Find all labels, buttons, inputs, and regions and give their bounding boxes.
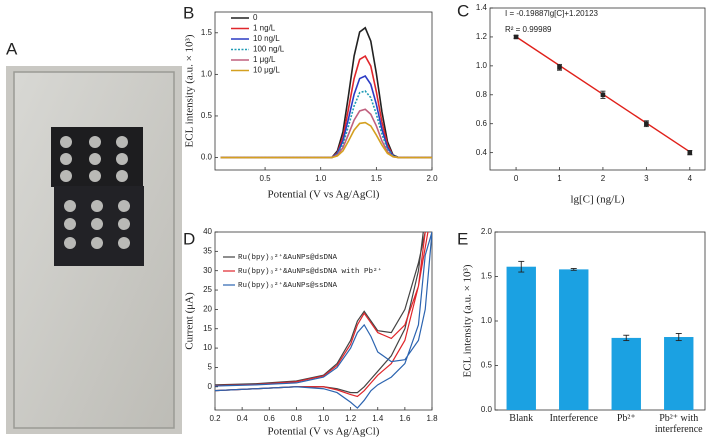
series-line — [220, 90, 432, 159]
y-tick-label: 0 — [208, 382, 213, 391]
legend-label: 10 μg/L — [253, 66, 280, 75]
x-tick-label: 0.8 — [291, 414, 303, 423]
panel-label: B — [183, 3, 194, 22]
data-point — [513, 34, 519, 40]
y-tick-label: 0.5 — [481, 361, 493, 370]
legend-label: 10 ng/L — [253, 34, 280, 43]
plot-frame — [489, 7, 706, 171]
legend-label: Ru(bpy)₃²⁺&AuNPs@dsDNA — [238, 253, 338, 262]
y-tick-label: 1.5 — [481, 272, 493, 281]
y-tick-label: 1.4 — [476, 3, 488, 12]
panel-label: C — [457, 1, 469, 20]
data-point — [687, 150, 693, 155]
x-tick-label: 0.2 — [209, 414, 221, 423]
series-line — [220, 121, 432, 159]
y-axis-label: ECL intensity (a.u. × 10³) — [184, 34, 196, 147]
bar — [664, 337, 694, 410]
legend-label: Ru(bpy)₃²⁺&AuNPs@dsDNA with Pb²⁺ — [238, 267, 382, 276]
x-tick-label: Blank — [509, 413, 534, 424]
x-tick-label: 1.0 — [318, 414, 330, 423]
x-tick-label: Pb²⁺ — [616, 413, 636, 424]
y-tick-label: 15 — [203, 324, 212, 333]
y-tick-label: 0.6 — [476, 119, 488, 128]
y-axis-label: Current (μA) — [184, 292, 196, 350]
x-tick-label: 1.2 — [345, 414, 357, 423]
x-tick-label: 2.0 — [426, 174, 438, 183]
x-tick-label: 3 — [644, 174, 649, 183]
y-tick-label: 5 — [208, 363, 213, 372]
series-line — [220, 75, 432, 159]
y-tick-label: 10 — [203, 343, 212, 352]
photo — [6, 66, 182, 434]
legend-label: 1 μg/L — [253, 55, 276, 64]
x-category: Blank — [509, 413, 534, 424]
data-point — [557, 65, 562, 70]
y-tick-label: 1.0 — [201, 69, 213, 78]
y-tick-label: 0.4 — [476, 148, 488, 157]
x-tick-label: 1.6 — [399, 414, 411, 423]
x-category: Pb²⁺ — [616, 413, 636, 424]
cv-curve — [215, 232, 429, 398]
x-tick-label: 0.6 — [264, 414, 276, 423]
x-tick-label: 1.8 — [426, 414, 438, 423]
x-tick-label: 1.4 — [372, 414, 384, 423]
x-category: Interference — [549, 413, 598, 424]
x-tick-label: 1.5 — [371, 174, 383, 183]
y-tick-label: 0.0 — [201, 153, 213, 162]
cv-curves — [215, 232, 432, 409]
y-tick-label: 35 — [203, 246, 212, 255]
y-tick-label: 30 — [203, 266, 212, 275]
y-tick-label: 1.0 — [481, 316, 493, 325]
x-category: Pb²⁺ with interference — [654, 413, 703, 435]
x-tick-label: Interference — [549, 413, 598, 424]
x-axis-label: lg[C] (ng/L) — [570, 194, 624, 206]
cv-curve — [215, 232, 426, 394]
x-tick-label: 4 — [688, 174, 693, 183]
plot-frame — [214, 11, 433, 171]
x-tick-label: 1 — [557, 174, 562, 183]
y-tick-label: 0.8 — [476, 90, 488, 99]
legend-label: Ru(bpy)₃²⁺&AuNPs@ssDNA — [238, 281, 338, 290]
y-tick-label: 25 — [203, 285, 212, 294]
y-tick-label: 1.2 — [476, 32, 488, 41]
bar — [506, 266, 536, 410]
legend-label: 1 ng/L — [253, 24, 276, 33]
cv-curve — [215, 232, 432, 409]
y-tick-label: 40 — [203, 227, 212, 236]
y-axis-label: ECL intensity (a.u. × 10³) — [462, 264, 474, 377]
x-axis-label: Potential (V vs Ag/AgCl) — [268, 189, 380, 201]
panel-label: E — [457, 229, 468, 248]
x-tick-label: 0 — [514, 174, 519, 183]
x-axis-label: Potential (V vs Ag/AgCl) — [268, 426, 380, 438]
x-tick-label: 0.5 — [260, 174, 272, 183]
legend-label: 100 ng/L — [253, 45, 285, 54]
x-tick-label: 1.0 — [315, 174, 327, 183]
panel-label: A — [6, 39, 18, 58]
panel-label: D — [183, 229, 195, 248]
data-point — [600, 92, 606, 98]
y-tick-label: 2.0 — [481, 227, 493, 236]
legend-label: 0 — [253, 13, 258, 22]
x-tick-label: Pb²⁺ with interference — [654, 413, 703, 435]
x-tick-label: 0.4 — [237, 414, 249, 423]
y-tick-label: 0.5 — [201, 111, 213, 120]
data-point — [644, 121, 649, 127]
annotation: R² = 0.99989 — [505, 25, 552, 34]
series-line — [220, 108, 432, 159]
annotation: I = -0.19887lg[C]+1.20123 — [505, 9, 599, 18]
x-tick-label: 2 — [601, 174, 606, 183]
y-tick-label: 1.5 — [201, 28, 213, 37]
bar — [559, 269, 589, 410]
bar — [611, 337, 641, 410]
y-tick-label: 20 — [203, 305, 212, 314]
y-tick-label: 0.0 — [481, 405, 493, 414]
y-tick-label: 1.0 — [476, 61, 488, 70]
